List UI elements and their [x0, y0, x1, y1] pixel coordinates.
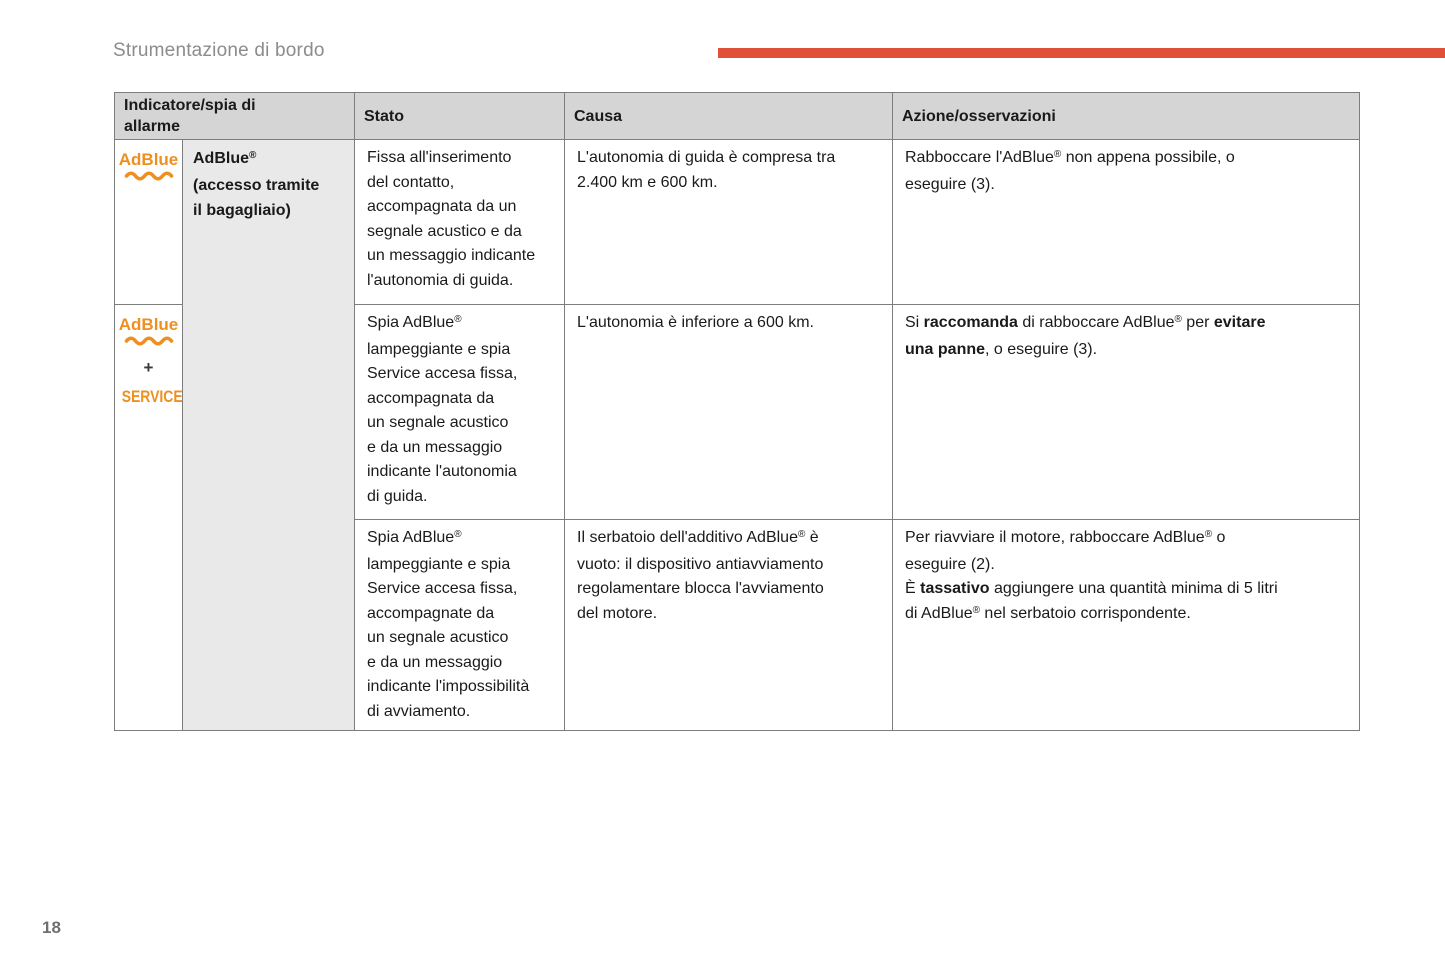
table-row: AdBlue AdBlue® (accesso tramite il bagag… — [114, 139, 1360, 731]
cell-stato-row3: Spia AdBlue® lampeggiante e spia Service… — [354, 519, 565, 731]
warning-lamps-table: Indicatore/spia di allarme Stato Causa A… — [114, 92, 1360, 731]
adblue-service-lamp-cell: AdBlue + SERVICE — [114, 304, 183, 731]
adblue-lamp-text: AdBlue — [118, 315, 179, 334]
cell-stato-row1: Fissa all'inserimento del contatto, acco… — [354, 139, 565, 305]
adblue-lamp-text: AdBlue — [118, 150, 179, 169]
adblue-warning-lamp-icon: AdBlue — [115, 315, 182, 346]
col-header-stato: Stato — [354, 92, 565, 140]
adblue-wave-icon — [124, 336, 173, 346]
cell-causa-row3: Il serbatoio dell'additivo AdBlue® è vuo… — [564, 519, 893, 731]
table-row: Spia AdBlue® lampeggiante e spia Service… — [115, 519, 1360, 731]
col-header-indicator: Indicatore/spia di allarme — [114, 92, 355, 140]
adblue-lamp-cell: AdBlue — [114, 139, 183, 305]
cell-azione-row3: Per riavviare il motore, rabboccare AdBl… — [892, 519, 1360, 731]
plus-sign: + — [143, 358, 154, 377]
cell-causa-row2: L'autonomia è inferiore a 600 km. — [564, 304, 893, 520]
adblue-warning-lamp-icon: AdBlue — [115, 150, 182, 181]
table-row: AdBlue + SERVICE Spia AdBlue® lampeggiante… — [114, 304, 1360, 731]
page-title: Strumentazione di bordo — [113, 40, 325, 61]
page-number: 18 — [42, 918, 61, 937]
col-header-causa: Causa — [564, 92, 893, 140]
cell-azione-row2: Si raccomanda di rabboccare AdBlue® per … — [892, 304, 1360, 520]
indicator-label-cell: AdBlue® (accesso tramite il bagagliaio) — [182, 139, 355, 731]
service-lamp-icon: SERVICE — [115, 387, 183, 406]
cell-azione-row1: Rabboccare l'AdBlue® non appena possibil… — [892, 139, 1360, 305]
cell-stato-row2: Spia AdBlue® lampeggiante e spia Service… — [354, 304, 565, 520]
service-lamp-text: SERVICE — [121, 387, 183, 406]
adblue-wave-icon — [124, 171, 173, 181]
accent-bar — [718, 48, 1445, 58]
cell-causa-row1: L'autonomia di guida è compresa tra 2.40… — [564, 139, 893, 305]
col-header-azione: Azione/osservazioni — [892, 92, 1360, 140]
table-header-row: Indicatore/spia di allarme Stato Causa A… — [114, 92, 1360, 140]
